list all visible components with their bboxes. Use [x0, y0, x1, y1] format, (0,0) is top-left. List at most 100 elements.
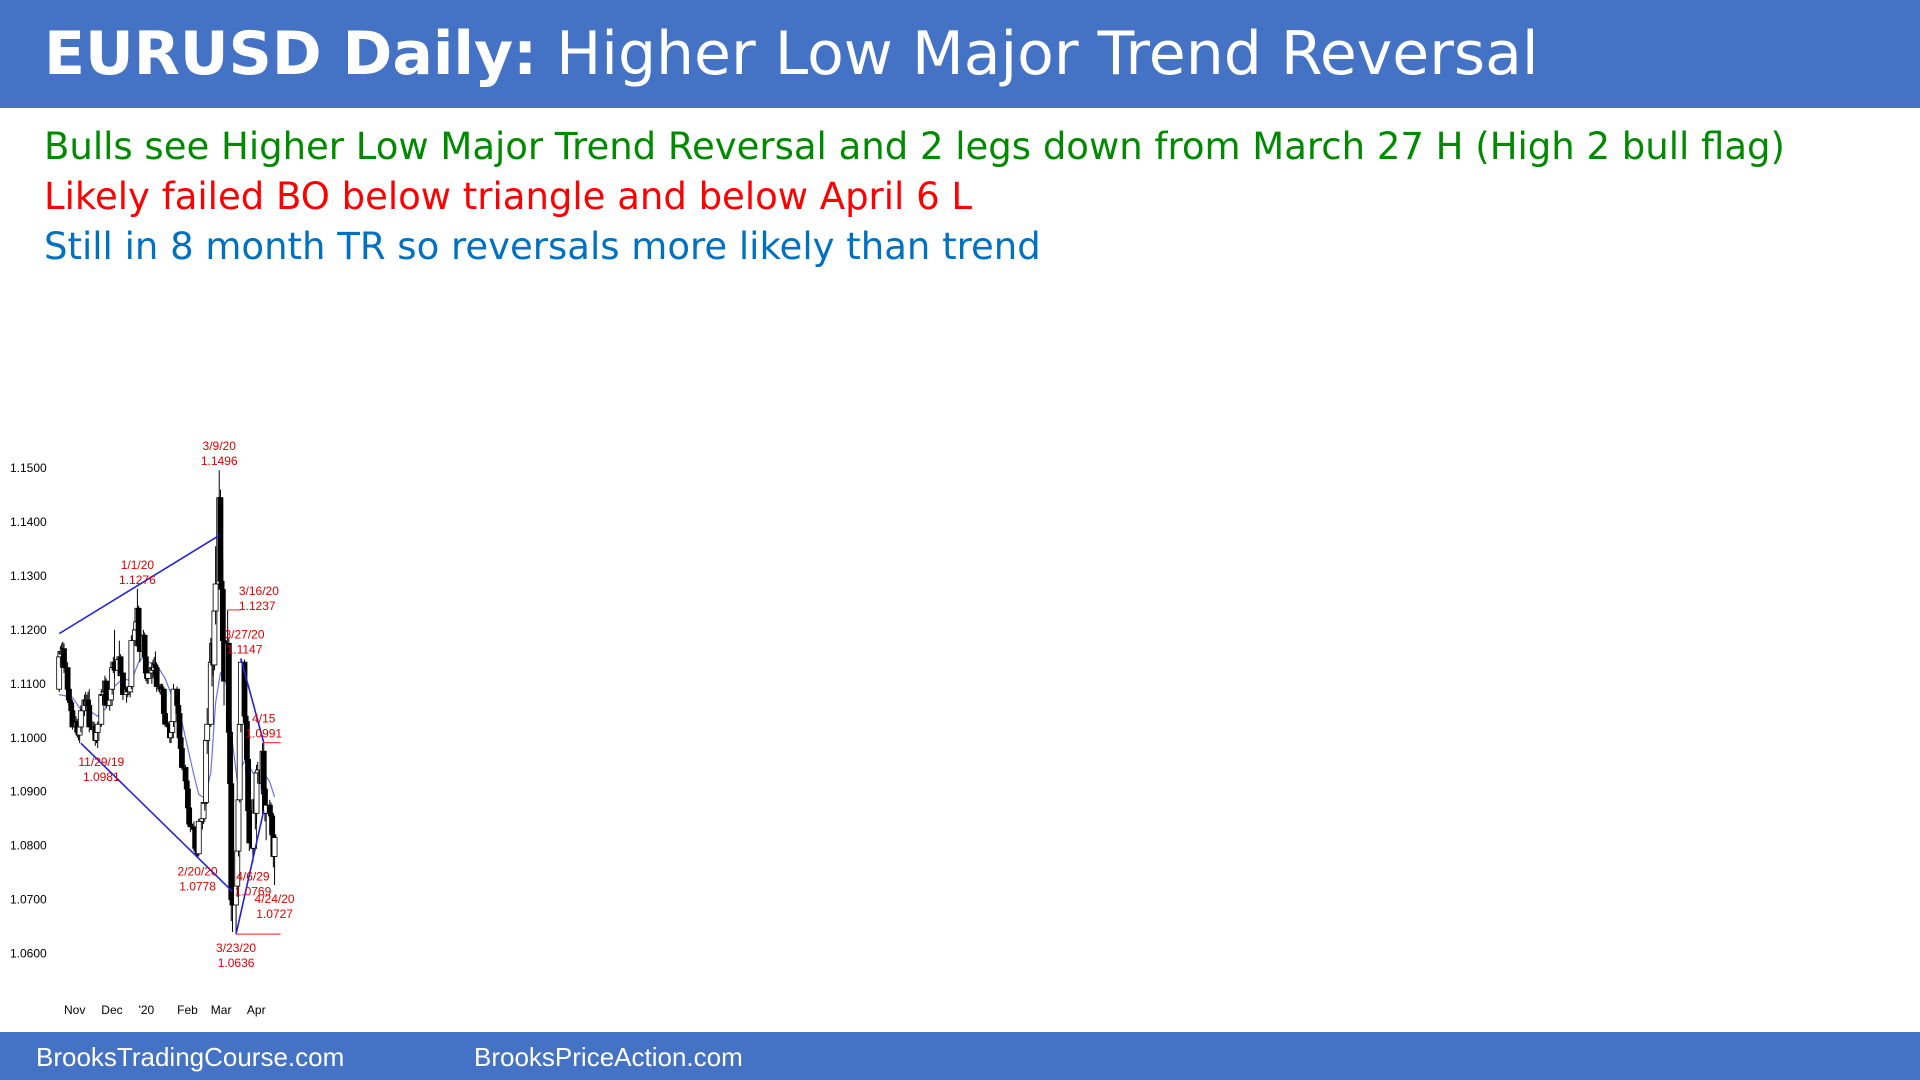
candle-body: [135, 607, 142, 647]
y-tick-label: 1.0700: [10, 893, 47, 907]
candle: [176, 710, 183, 741]
candle: [187, 818, 194, 833]
annotation-date: 3/9/20: [203, 439, 237, 453]
trendlines: [58, 534, 281, 935]
candle-body: [211, 610, 218, 666]
annotation-price: 1.0636: [218, 956, 255, 970]
candle-body: [203, 740, 209, 803]
annotation-date: 11/29/19: [78, 755, 124, 769]
candle: [179, 745, 185, 771]
candle-body: [260, 750, 267, 790]
annotation-price: 1.0727: [256, 907, 293, 921]
candle-body: [108, 688, 114, 701]
candle-body: [200, 802, 207, 820]
candle: [235, 794, 242, 857]
candle: [162, 710, 168, 727]
candle-body: [61, 648, 67, 669]
candle: [94, 721, 101, 749]
candle-body: [127, 686, 134, 693]
annotation-price: 1.0769: [235, 884, 272, 898]
candle-body: [120, 672, 126, 695]
annotation-price: 1.0981: [83, 770, 120, 784]
candle-body: [106, 699, 113, 706]
candle-body: [77, 710, 84, 728]
candle-body: [128, 640, 135, 687]
candle: [211, 608, 218, 671]
x-tick-label: Dec: [101, 1003, 122, 1017]
candle-body: [235, 799, 242, 852]
candle: [69, 705, 76, 730]
candle: [128, 635, 135, 690]
note-failed-breakout: Likely failed BO below triangle and belo…: [44, 175, 972, 218]
candle-body: [269, 815, 276, 836]
candle: [141, 632, 148, 660]
candle-body: [204, 723, 211, 741]
footer: BrooksTradingCourse.com BrooksPriceActio…: [0, 1032, 1920, 1080]
candle-body: [98, 694, 105, 725]
candle-body: [145, 672, 152, 679]
candle-body: [266, 804, 273, 814]
candle-body: [177, 737, 184, 749]
candle-body: [69, 710, 76, 728]
candle-body: [93, 731, 100, 741]
candle-body: [207, 661, 214, 725]
y-tick-label: 1.1200: [10, 623, 47, 637]
candle-body: [152, 664, 159, 669]
y-tick-label: 1.0900: [10, 785, 47, 799]
footer-link-brookstradingcourse[interactable]: BrooksTradingCourse.com: [36, 1042, 345, 1072]
candle: [145, 667, 152, 684]
annotation-date: 1/1/20: [121, 558, 155, 572]
candle-body: [236, 723, 243, 801]
y-tick-label: 1.0800: [10, 839, 47, 853]
x-tick-label: Feb: [177, 1003, 198, 1017]
y-tick-label: 1.0600: [10, 947, 47, 961]
candle-body: [56, 656, 63, 690]
candle-body: [142, 656, 149, 674]
y-tick-label: 1.1100: [10, 677, 46, 691]
candle: [236, 721, 243, 803]
candle-body: [186, 807, 193, 825]
annotation-date: 4/15: [252, 712, 276, 726]
candle: [77, 705, 84, 733]
candle-body: [228, 783, 235, 901]
candle-body: [245, 758, 252, 811]
candle-body: [225, 642, 232, 733]
candle-body: [182, 767, 189, 782]
annotation-price: 1.0991: [245, 727, 282, 741]
candle: [56, 651, 63, 692]
candle-body: [199, 818, 206, 822]
candle-body: [175, 704, 182, 714]
candle-body: [185, 788, 191, 809]
candles: [56, 470, 278, 935]
candle-body: [64, 667, 71, 690]
candle-body: [141, 634, 148, 658]
annotation-date: 2/20/20: [178, 865, 218, 879]
candle: [61, 643, 67, 674]
candle-body: [162, 713, 168, 725]
candle-body: [68, 702, 75, 712]
annotation-price: 1.1276: [119, 573, 156, 587]
x-tick-label: '20: [139, 1003, 155, 1017]
annotation-price: 1.1237: [239, 599, 276, 613]
candle-body: [85, 699, 91, 706]
annotation-date: 3/27/20: [224, 627, 264, 641]
candle-body: [94, 723, 101, 733]
candle-body: [218, 580, 225, 590]
candle-body: [176, 713, 183, 739]
candle-body: [179, 748, 185, 768]
candle: [153, 662, 160, 692]
candle-body: [268, 812, 274, 817]
annotation-price: 1.0778: [179, 880, 216, 894]
candle: [212, 546, 219, 625]
annotation-date: 3/23/20: [216, 941, 256, 955]
annotation-price: 1.1147: [227, 642, 263, 656]
candle-body: [212, 583, 219, 612]
triangle-top-line: [240, 658, 265, 743]
y-tick-label: 1.1500: [10, 461, 47, 475]
candle: [86, 689, 93, 733]
note-bulls: Bulls see Higher Low Major Trend Reversa…: [44, 125, 1785, 168]
candle-body: [160, 688, 167, 714]
footer-link-brookspriceaction[interactable]: BrooksPriceAction.com: [474, 1042, 743, 1072]
y-tick-label: 1.1300: [10, 569, 47, 583]
title-bold: EURUSD Daily:: [44, 19, 538, 89]
